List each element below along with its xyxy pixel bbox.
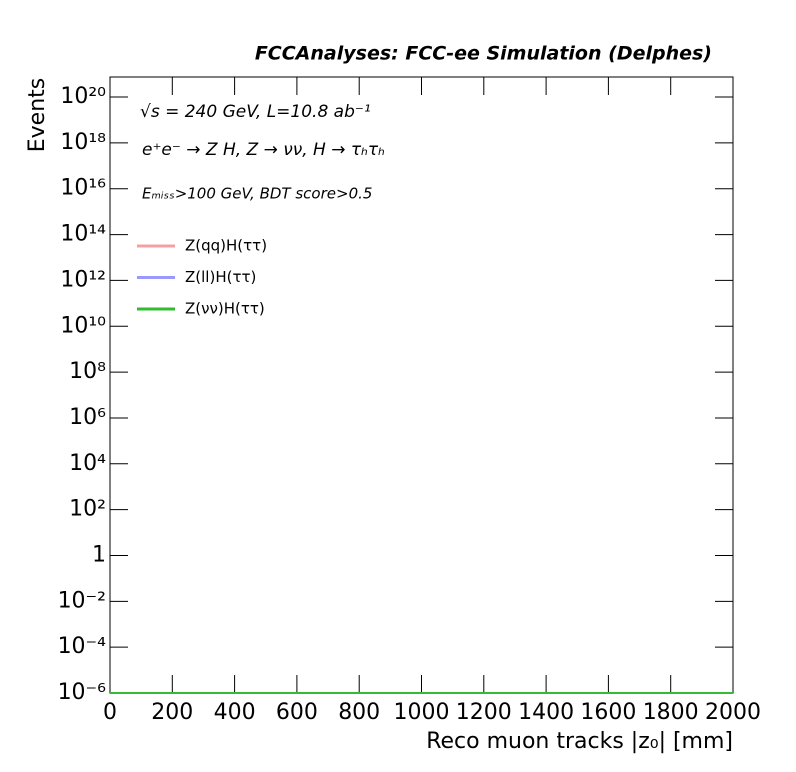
- y-tick-label: 10¹⁴: [60, 222, 106, 247]
- x-tick-label: 1800: [643, 700, 699, 725]
- x-tick-label: 400: [214, 700, 256, 725]
- x-tick-label: 1600: [580, 700, 636, 725]
- y-axis-label: Events: [25, 78, 50, 153]
- y-tick-label: 10²: [69, 497, 106, 522]
- y-tick-label: 10¹⁰: [60, 313, 106, 338]
- x-tick-label: 200: [151, 700, 193, 725]
- y-tick-label: 1: [92, 542, 106, 567]
- legend-label: Z(νν)H(ττ): [185, 300, 265, 318]
- x-tick-label: 600: [276, 700, 318, 725]
- y-tick-label: 10⁶: [69, 405, 106, 430]
- chart-title: FCCAnalyses: FCC-ee Simulation (Delphes): [255, 43, 712, 65]
- x-tick-label: 2000: [705, 700, 761, 725]
- y-tick-label: 10⁴: [69, 451, 106, 476]
- annotation: e⁺e⁻ → Z H, Z → νν, H → τₕτₕ: [142, 140, 385, 160]
- y-tick-label: 10⁻⁴: [58, 634, 107, 659]
- x-tick-label: 800: [338, 700, 380, 725]
- legend-label: Z(ll)H(ττ): [185, 268, 256, 286]
- y-tick-label: 10¹⁶: [60, 176, 106, 201]
- x-tick-label: 1400: [518, 700, 574, 725]
- annotation: Eₘᵢₛₛ>100 GeV, BDT score>0.5: [142, 185, 372, 203]
- annotation: √s = 240 GeV, L=10.8 ab⁻¹: [140, 102, 371, 122]
- y-tick-label: 10¹²: [60, 267, 106, 292]
- x-tick-label: 1200: [456, 700, 512, 725]
- legend-label: Z(qq)H(ττ): [185, 237, 267, 255]
- y-tick-label: 10⁸: [69, 359, 106, 384]
- y-tick-label: 10¹⁸: [60, 130, 106, 155]
- y-tick-label: 10⁻⁶: [58, 680, 107, 705]
- y-tick-label: 10²⁰: [60, 84, 106, 109]
- y-tick-label: 10⁻²: [58, 588, 106, 613]
- x-axis-label: Reco muon tracks |z₀| [mm]: [426, 729, 733, 754]
- x-tick-label: 1000: [394, 700, 450, 725]
- x-tick-label: 0: [103, 700, 117, 725]
